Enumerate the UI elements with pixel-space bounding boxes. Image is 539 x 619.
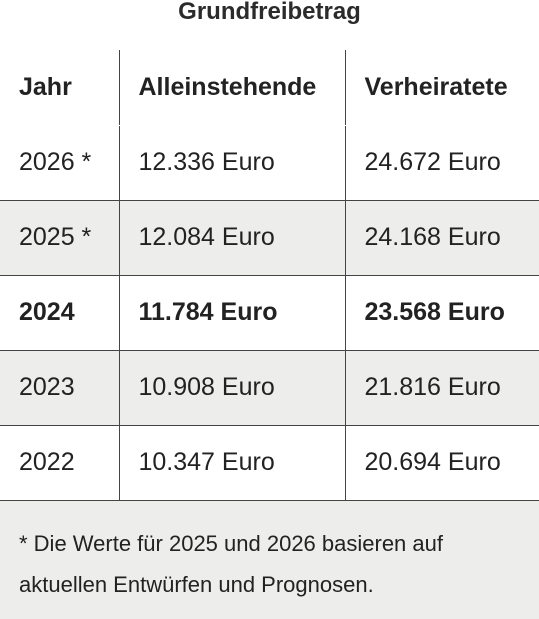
cell-verheiratete: 21.816 Euro [364,373,501,401]
cell-alleinstehende: 10.908 Euro [119,350,346,425]
cell-jahr: 2024 [0,275,120,350]
table-row: 2023 10.908 Euro 21.816 Euro [0,350,539,425]
cell-verheiratete: 23.568 Euro [364,298,505,326]
table-row: 2024 11.784 Euro 23.568 Euro [0,275,539,350]
header-jahr: Jahr [0,50,120,126]
cell-jahr: 2022 [0,425,120,500]
cell-jahr: 2025 * [0,200,120,275]
cell-alleinstehende: 10.347 Euro [119,425,346,500]
table-header-row: Jahr Alleinstehende Verheiratete [0,50,539,126]
table-row: 2026 * 12.336 Euro 24.672 Euro [0,125,539,200]
table-row: 2022 10.347 Euro 20.694 Euro [0,425,539,500]
grundfreibetrag-table: Jahr Alleinstehende Verheiratete 2026 * … [0,50,539,501]
header-verheiratete: Verheiratete [345,50,539,126]
footnote: * Die Werte für 2025 und 2026 basieren a… [0,500,539,619]
table-row: 2025 * 12.084 Euro 24.168 Euro [0,200,539,275]
cell-verheiratete: 24.672 Euro [364,148,501,176]
cell-alleinstehende: 12.336 Euro [119,125,346,200]
cell-alleinstehende: 11.784 Euro [119,275,346,350]
table-title: Grundfreibetrag [178,0,361,25]
cell-alleinstehende: 12.084 Euro [119,200,346,275]
cell-verheiratete: 20.694 Euro [364,448,501,476]
cell-verheiratete: 24.168 Euro [364,223,501,251]
header-alleinstehende: Alleinstehende [119,50,346,126]
cell-jahr: 2026 * [0,125,120,200]
cell-jahr: 2023 [0,350,120,425]
